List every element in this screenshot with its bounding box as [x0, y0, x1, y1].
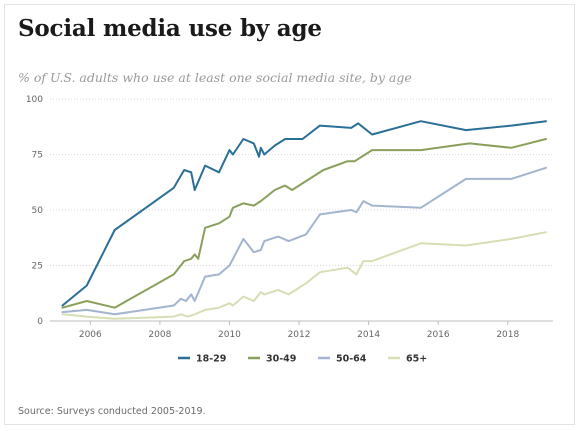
x-tick-label: 2006 — [79, 330, 102, 340]
y-tick-label: 0 — [37, 317, 43, 327]
gridlines — [50, 98, 553, 322]
x-tick-label: 2012 — [288, 330, 311, 340]
x-tick-label: 2016 — [427, 330, 450, 340]
x-tick-label: 2018 — [496, 330, 519, 340]
source-note: Source: Surveys conducted 2005-2019. — [18, 406, 206, 417]
legend-label: 30-49 — [266, 354, 296, 365]
legend-label: 50-64 — [336, 354, 367, 365]
series-line-30-49 — [61, 138, 547, 309]
series-lines — [61, 120, 547, 320]
chart-subtitle: % of U.S. adults who use at least one so… — [18, 70, 412, 85]
y-tick-label: 25 — [32, 262, 43, 272]
x-tick-label: 2008 — [148, 330, 171, 340]
legend-label: 65+ — [406, 354, 427, 365]
y-tick-label: 50 — [32, 206, 44, 216]
series-line-18-29 — [61, 120, 547, 307]
series-line-65+ — [61, 231, 547, 320]
y-axis-ticks: 0 25 50 75 100 — [26, 95, 43, 327]
series-line-50-64 — [61, 166, 547, 316]
legend-label: 18-29 — [196, 354, 226, 365]
legend: 18-29 30-49 50-64 65+ — [178, 354, 427, 365]
y-tick-label: 75 — [32, 151, 43, 161]
chart-title: Social media use by age — [18, 15, 322, 42]
chart-frame — [4, 4, 575, 425]
x-axis-ticks: 2006 2008 2010 2012 2014 2016 2018 — [79, 321, 519, 340]
y-tick-label: 100 — [26, 95, 43, 105]
x-tick-label: 2010 — [218, 330, 241, 340]
x-tick-label: 2014 — [357, 330, 380, 340]
